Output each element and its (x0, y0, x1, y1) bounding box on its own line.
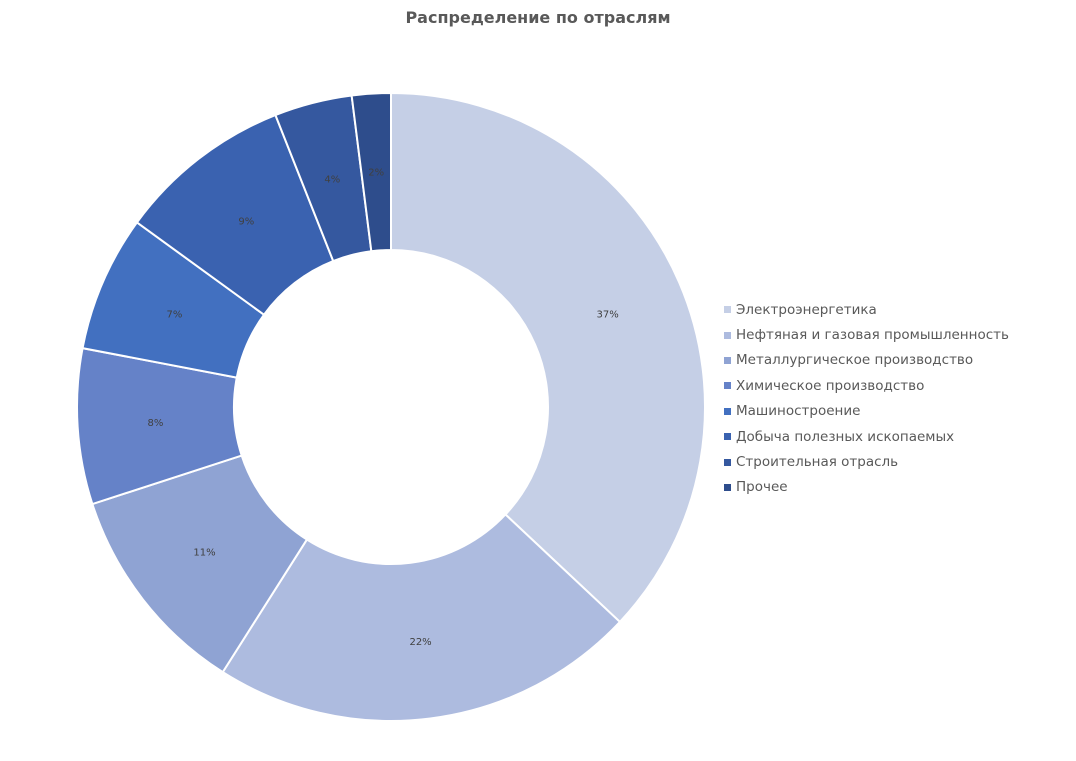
slice-value-label: 9% (238, 217, 254, 228)
donut-slice (390, 91, 706, 624)
chart-legend: Электроэнергетика Нефтяная и газовая пром… (724, 297, 1009, 500)
donut-slice (350, 91, 392, 253)
legend-item: Машиностроение (724, 399, 1009, 424)
legend-swatch (724, 433, 731, 441)
legend-swatch (724, 331, 731, 339)
legend-swatch (724, 483, 731, 491)
legend-item: Металлургическое производство (724, 348, 1009, 373)
legend-swatch (724, 356, 731, 364)
slice-value-label: 7% (166, 309, 182, 320)
legend-swatch (724, 382, 731, 390)
legend-item: Прочее (724, 475, 1009, 500)
legend-item: Добыча полезных ископаемых (724, 424, 1009, 449)
legend-label: Прочее (736, 479, 788, 496)
slice-value-label: 4% (324, 174, 340, 185)
legend-label: Металлургическое производство (736, 352, 974, 369)
slice-value-label: 2% (368, 167, 384, 178)
chart-title: Распределение по отраслям (405, 8, 671, 27)
legend-item: Строительная отрасль (724, 449, 1009, 474)
legend-label: Строительная отрасль (736, 454, 899, 471)
slice-value-label: 22% (409, 637, 431, 648)
donut-slice (221, 513, 622, 722)
legend-label: Добыча полезных ископаемых (736, 428, 955, 445)
slice-value-label: 8% (148, 418, 164, 429)
legend-item: Химическое производство (724, 373, 1009, 398)
legend-item: Нефтяная и газовая промышленность (724, 322, 1009, 347)
legend-swatch (724, 306, 731, 314)
legend-swatch (724, 458, 731, 466)
legend-swatch (724, 407, 731, 415)
legend-label: Нефтяная и газовая промышленность (736, 327, 1009, 344)
legend-label: Химическое производство (736, 377, 925, 394)
legend-label: Машиностроение (736, 403, 861, 420)
slice-value-label: 11% (193, 548, 215, 559)
slice-value-label: 37% (596, 309, 618, 320)
legend-label: Электроэнергетика (736, 301, 877, 318)
legend-item: Электроэнергетика (724, 297, 1009, 322)
